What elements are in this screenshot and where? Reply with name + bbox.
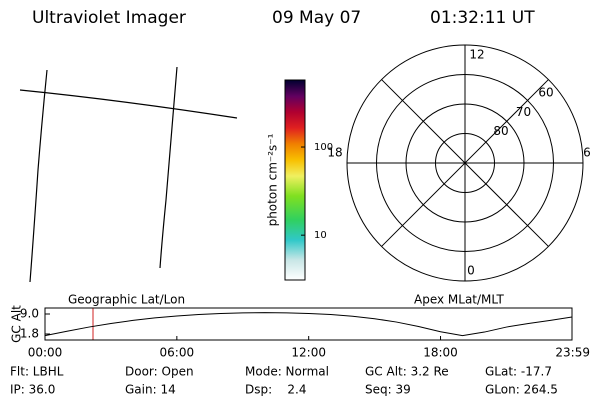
- status-field: GC Alt: 3.2 Re: [365, 365, 449, 379]
- geo-grid: [19, 66, 238, 283]
- status-field: Gain: 14: [125, 383, 176, 397]
- annotation: Geographic Lat/Lon: [68, 293, 185, 307]
- polar-angle-label: 6: [583, 146, 591, 160]
- polar-ring-label: 70: [516, 105, 531, 119]
- status-field: GLon: 264.5: [485, 383, 558, 397]
- status-field: Flt: LBHL: [10, 365, 64, 379]
- x-tick-label: 00:00: [28, 346, 63, 360]
- colorbar-tick-label: 100: [314, 142, 333, 153]
- colorbar-label: photon cm⁻²s⁻¹: [266, 133, 280, 226]
- status-field: Door: Open: [125, 365, 194, 379]
- status-field: IP: 36.0: [10, 383, 55, 397]
- x-tick-label: 23:59: [555, 346, 590, 360]
- x-tick-label: 06:00: [160, 346, 195, 360]
- alt-line: [44, 312, 573, 337]
- time: 01:32:11 UT: [430, 8, 535, 28]
- plot-frame: [44, 307, 573, 341]
- polar-angle-label: 18: [327, 146, 342, 160]
- status-field: Seq: 39: [365, 383, 411, 397]
- polar-ring-label: 80: [493, 124, 508, 138]
- status-field: GLat: -17.7: [485, 365, 552, 379]
- y-tick-label: 9.0: [20, 307, 39, 321]
- y-label: GC Alt: [10, 305, 24, 343]
- polar-ring-label: 60: [538, 86, 553, 100]
- annotation: Apex MLat/MLT: [414, 293, 504, 307]
- y-tick-label: 1.8: [20, 327, 39, 341]
- title: Ultraviolet Imager: [32, 8, 186, 28]
- polar-angle-label: 0: [467, 264, 475, 278]
- polar-angle-label: 12: [469, 48, 484, 62]
- colorbar-tick-label: 10: [314, 230, 327, 241]
- x-tick-label: 12:00: [291, 346, 326, 360]
- polar-spoke: [381, 79, 549, 247]
- x-tick-label: 18:00: [423, 346, 458, 360]
- colorbar: [284, 79, 306, 281]
- date: 09 May 07: [272, 8, 361, 28]
- status-field: Dsp: 2.4: [245, 383, 307, 397]
- status-field: Mode: Normal: [245, 365, 329, 379]
